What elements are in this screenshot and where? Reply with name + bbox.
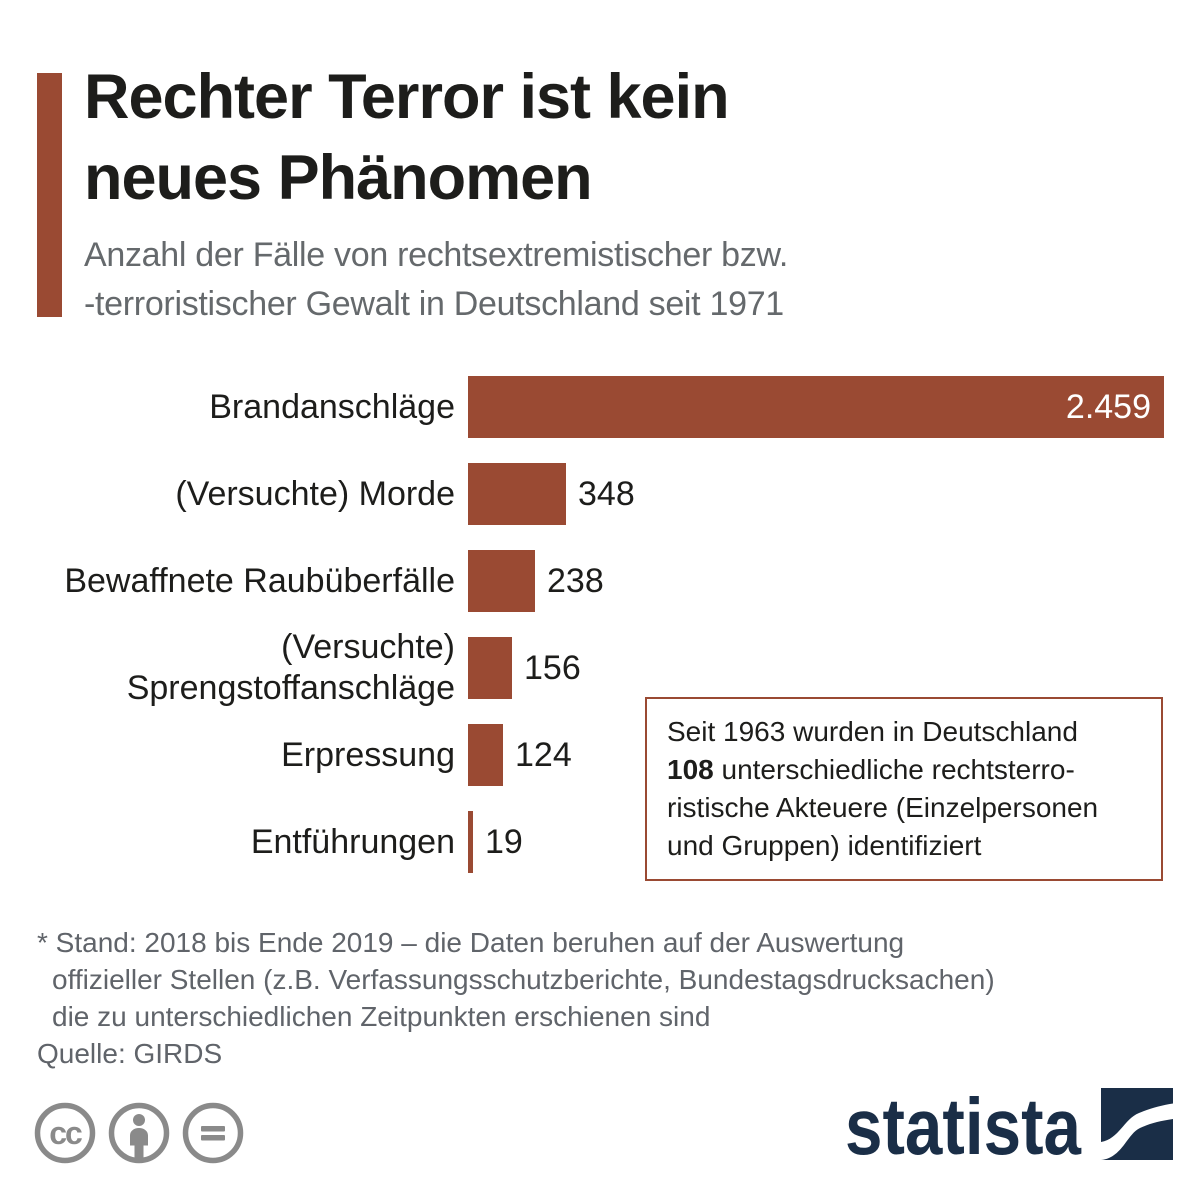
statista-wordmark: statista bbox=[845, 1082, 1081, 1170]
bar-category-label: Brandanschläge bbox=[209, 387, 455, 426]
header: Rechter Terror ist kein neues Phänomen An… bbox=[84, 57, 788, 329]
bar bbox=[468, 811, 473, 873]
bar: 2.459 bbox=[468, 376, 1164, 438]
bar-category-label: (Versuchte) Sprengstoffanschläge bbox=[126, 628, 455, 707]
license-icons: cc bbox=[33, 1101, 245, 1165]
bar-area: 19 bbox=[468, 811, 1164, 873]
annotation-bold-number: 108 bbox=[667, 754, 714, 785]
bar-value-label: 19 bbox=[485, 822, 523, 861]
cc-by-icon[interactable] bbox=[107, 1101, 171, 1165]
cc-icon[interactable]: cc bbox=[33, 1101, 97, 1165]
bar-value-label: 124 bbox=[515, 735, 572, 774]
chart-row: Entführungen 19 bbox=[33, 811, 1164, 873]
page-title: Rechter Terror ist kein neues Phänomen bbox=[84, 57, 788, 219]
bar-value-label: 2.459 bbox=[1065, 387, 1151, 426]
subtitle: Anzahl der Fälle von rechtsextremistisch… bbox=[84, 231, 788, 329]
bar-chart: Brandanschläge 2.459 (Versuchte) Morde 348 B… bbox=[33, 376, 1164, 898]
bar-area: 2.459 bbox=[468, 376, 1164, 438]
footnote-line-3: die zu unterschiedlichen Zeitpunkten ers… bbox=[52, 1001, 711, 1032]
bar bbox=[468, 724, 503, 786]
annotation-box: Seit 1963 wurden in Deutschland 108 unte… bbox=[645, 697, 1163, 881]
bar-category-label: Erpressung bbox=[281, 735, 455, 774]
bar-value-label: 348 bbox=[578, 474, 635, 513]
chart-row: Bewaffnete Raubüberfälle 238 bbox=[33, 550, 1164, 612]
footnote-line-1: * Stand: 2018 bis Ende 2019 – die Daten … bbox=[37, 927, 905, 958]
bar-category-label: Entführungen bbox=[250, 822, 455, 861]
bar-area: 238 bbox=[468, 550, 1164, 612]
source-label: Quelle: GIRDS bbox=[37, 1038, 223, 1069]
annotation-line-1: Seit 1963 wurden in Deutschland bbox=[667, 716, 1078, 747]
bar bbox=[468, 637, 512, 699]
subtitle-line-1: Anzahl der Fälle von rechtsextremistisch… bbox=[84, 236, 788, 274]
title-line-1: Rechter Terror ist kein bbox=[84, 62, 730, 132]
statista-logo[interactable]: statista bbox=[845, 1078, 1177, 1175]
footnote-line-2: offizieller Stellen (z.B. Verfassungssch… bbox=[52, 964, 995, 995]
statista-wave-icon bbox=[1101, 1088, 1173, 1160]
svg-text:cc: cc bbox=[49, 1115, 82, 1151]
title-accent-bar bbox=[37, 73, 62, 317]
chart-row: (Versuchte) Sprengstoffanschläge 156 bbox=[33, 628, 1164, 707]
bar-value-label: 156 bbox=[524, 648, 581, 687]
chart-row: (Versuchte) Morde 348 bbox=[33, 463, 1164, 525]
cc-nd-icon[interactable] bbox=[181, 1101, 245, 1165]
annotation-line-4: und Gruppen) identifiziert bbox=[667, 830, 982, 861]
chart-row: Brandanschläge 2.459 bbox=[33, 376, 1164, 438]
bar-category-label: Bewaffnete Raubüberfälle bbox=[64, 561, 455, 600]
bar-area: 124 bbox=[468, 724, 1164, 786]
footnote: * Stand: 2018 bis Ende 2019 – die Daten … bbox=[37, 924, 995, 1072]
bar bbox=[468, 550, 535, 612]
bar bbox=[468, 463, 566, 525]
title-line-2: neues Phänomen bbox=[84, 143, 593, 213]
bar-category-label: (Versuchte) Morde bbox=[175, 474, 455, 513]
subtitle-line-2: -terroristischer Gewalt in Deutschland s… bbox=[84, 285, 784, 323]
bar-area: 156 bbox=[468, 637, 1164, 699]
chart-row: Erpressung 124 bbox=[33, 724, 1164, 786]
bar-value-label: 238 bbox=[547, 561, 604, 600]
annotation-line-3: ristische Akteuere (Einzelpersonen bbox=[667, 792, 1099, 823]
annotation-line-2: unterschiedliche rechtsterro- bbox=[713, 754, 1075, 785]
bar-area: 348 bbox=[468, 463, 1164, 525]
